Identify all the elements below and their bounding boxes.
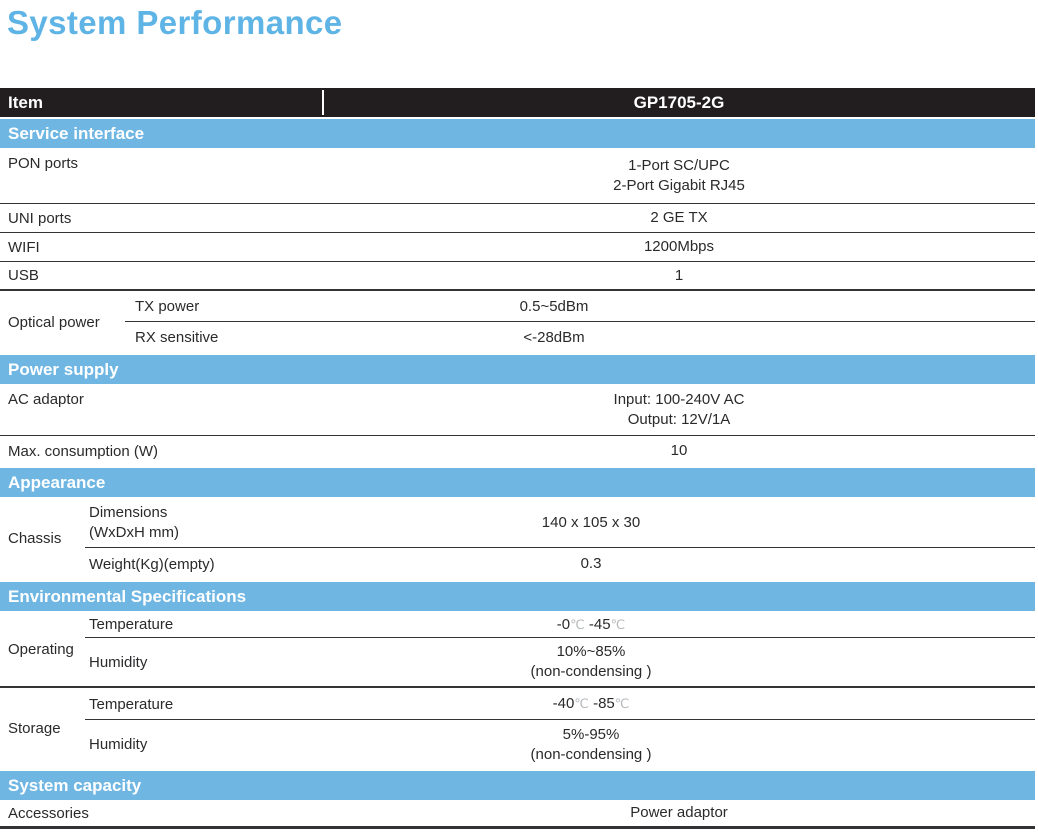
label-line: Dimensions xyxy=(89,503,168,521)
page-title: System Performance xyxy=(7,4,343,41)
section-header-system-capacity: System capacity xyxy=(0,771,1035,800)
row-usb: USB 1 xyxy=(0,262,1035,291)
value-line: 1-Port SC/UPC xyxy=(628,156,730,174)
value-line: Input: 100-240V AC xyxy=(613,390,745,408)
row-weight: Weight(Kg)(empty) 0.3 xyxy=(0,548,1035,580)
group-label-optical-power: Optical power xyxy=(8,313,100,331)
row-value: 10%~85% (non-condensing ) xyxy=(235,642,947,682)
spec-table: Item GP1705-2G Service interface PON por… xyxy=(0,88,1035,829)
row-label: WIFI xyxy=(8,238,40,256)
row-label: RX sensitive xyxy=(135,329,219,346)
row-uni-ports: UNI ports 2 GE TX xyxy=(0,204,1035,233)
row-storage-temperature: Temperature -40℃ -85℃ xyxy=(0,688,1035,720)
group-label-storage: Storage xyxy=(8,720,61,737)
value-line: 10%~85% xyxy=(556,643,626,660)
section-header-service-interface: Service interface xyxy=(0,119,1035,148)
row-value: 0.5~5dBm xyxy=(519,297,589,315)
row-value: 2 GE TX xyxy=(650,209,708,226)
row-value: 0.3 xyxy=(580,555,602,572)
row-value: 140 x 105 x 30 xyxy=(541,513,641,531)
group-operating: Operating Temperature -0℃ -45℃ Humidity … xyxy=(0,611,1035,688)
row-value: 5%-95% (non-condensing ) xyxy=(235,725,947,765)
row-label: Temperature xyxy=(89,695,174,713)
row-label: Temperature xyxy=(89,616,174,633)
row-label: TX power xyxy=(135,298,200,315)
value-line: 5%-95% xyxy=(562,725,620,743)
row-value: 1 xyxy=(674,266,684,284)
group-label-chassis: Chassis xyxy=(8,530,62,547)
section-header-appearance: Appearance xyxy=(0,468,1035,497)
table-header-row: Item GP1705-2G xyxy=(0,88,1035,117)
row-value: Input: 100-240V AC Output: 12V/1A xyxy=(323,390,1035,430)
row-operating-temperature: Temperature -0℃ -45℃ xyxy=(0,611,1035,638)
row-value: Power adaptor xyxy=(630,804,728,821)
row-label: Accessories xyxy=(8,804,89,822)
group-storage: Storage Temperature -40℃ -85℃ Humidity 5… xyxy=(0,688,1035,769)
row-tx-power: TX power 0.5~5dBm xyxy=(0,291,1035,322)
row-wifi: WIFI 1200Mbps xyxy=(0,233,1035,262)
row-value: -0℃ -45℃ xyxy=(556,615,626,633)
row-label: Weight(Kg)(empty) xyxy=(89,555,215,573)
row-accessories: Accessories Power adaptor xyxy=(0,800,1035,829)
row-value: 1-Port SC/UPC 2-Port Gigabit RJ45 xyxy=(323,156,1035,196)
row-storage-humidity: Humidity 5%-95% (non-condensing ) xyxy=(0,720,1035,769)
row-max-consumption: Max. consumption (W) 10 xyxy=(0,436,1035,466)
row-label: Humidity xyxy=(89,736,148,753)
row-operating-humidity: Humidity 10%~85% (non-condensing ) xyxy=(0,638,1035,688)
row-dimensions: Dimensions (WxDxH mm) 140 x 105 x 30 xyxy=(0,497,1035,548)
column-header-item: Item xyxy=(8,92,43,112)
row-value: 10 xyxy=(670,442,688,459)
value-line: Output: 12V/1A xyxy=(627,410,731,428)
row-label: AC adaptor xyxy=(8,391,84,408)
value-line: (non-condensing ) xyxy=(530,745,652,763)
row-value: -40℃ -85℃ xyxy=(552,695,630,712)
value-line: (non-condensing ) xyxy=(530,663,652,680)
row-label: Max. consumption (W) xyxy=(8,442,159,460)
row-value: 1200Mbps xyxy=(643,238,715,255)
column-header-model: GP1705-2G xyxy=(633,92,725,112)
group-optical-power: Optical power TX power 0.5~5dBm RX sensi… xyxy=(0,291,1035,353)
label-line: (WxDxH mm) xyxy=(89,523,179,541)
row-label: PON ports xyxy=(8,155,79,172)
row-label: Dimensions (WxDxH mm) xyxy=(0,503,179,543)
row-label: USB xyxy=(8,267,39,284)
row-label: Humidity xyxy=(89,653,148,671)
header-column-divider xyxy=(322,90,324,115)
row-rx-sensitive: RX sensitive <-28dBm xyxy=(0,322,1035,353)
row-label: UNI ports xyxy=(8,209,72,227)
group-chassis: Chassis Dimensions (WxDxH mm) 140 x 105 … xyxy=(0,497,1035,580)
section-header-power-supply: Power supply xyxy=(0,355,1035,384)
value-line: 2-Port Gigabit RJ45 xyxy=(613,176,745,194)
section-header-environmental-specifications: Environmental Specifications xyxy=(0,582,1035,611)
row-value: <-28dBm xyxy=(523,328,585,346)
row-ac-adaptor: AC adaptor Input: 100-240V AC Output: 12… xyxy=(0,384,1035,436)
group-label-operating: Operating xyxy=(8,641,74,658)
row-pon-ports: PON ports 1-Port SC/UPC 2-Port Gigabit R… xyxy=(0,148,1035,204)
